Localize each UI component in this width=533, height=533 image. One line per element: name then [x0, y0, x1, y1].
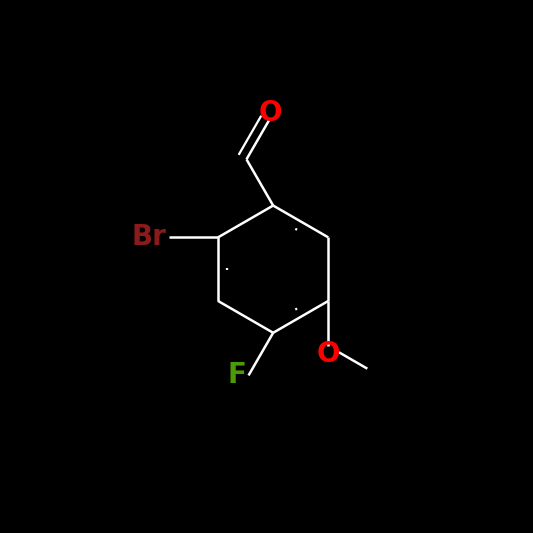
Text: O: O [259, 99, 282, 127]
Text: O: O [317, 340, 340, 368]
Text: Br: Br [132, 223, 167, 252]
Text: F: F [228, 361, 246, 390]
